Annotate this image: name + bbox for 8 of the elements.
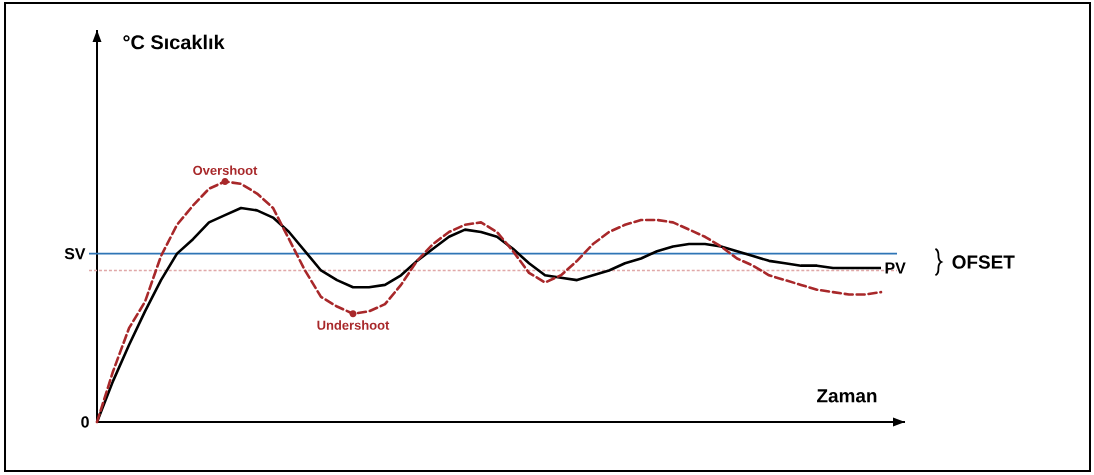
text: Overshoot: [193, 165, 258, 175]
text: °C Sıcaklık: [123, 34, 225, 50]
legend-label: PV: [885, 262, 906, 274]
ref-line-label: SV: [64, 248, 86, 260]
text: 0: [81, 416, 89, 428]
x-axis-title: Zaman: [817, 389, 877, 403]
annotation: Undershoot: [317, 320, 390, 330]
text: OFSET: [952, 255, 1015, 269]
